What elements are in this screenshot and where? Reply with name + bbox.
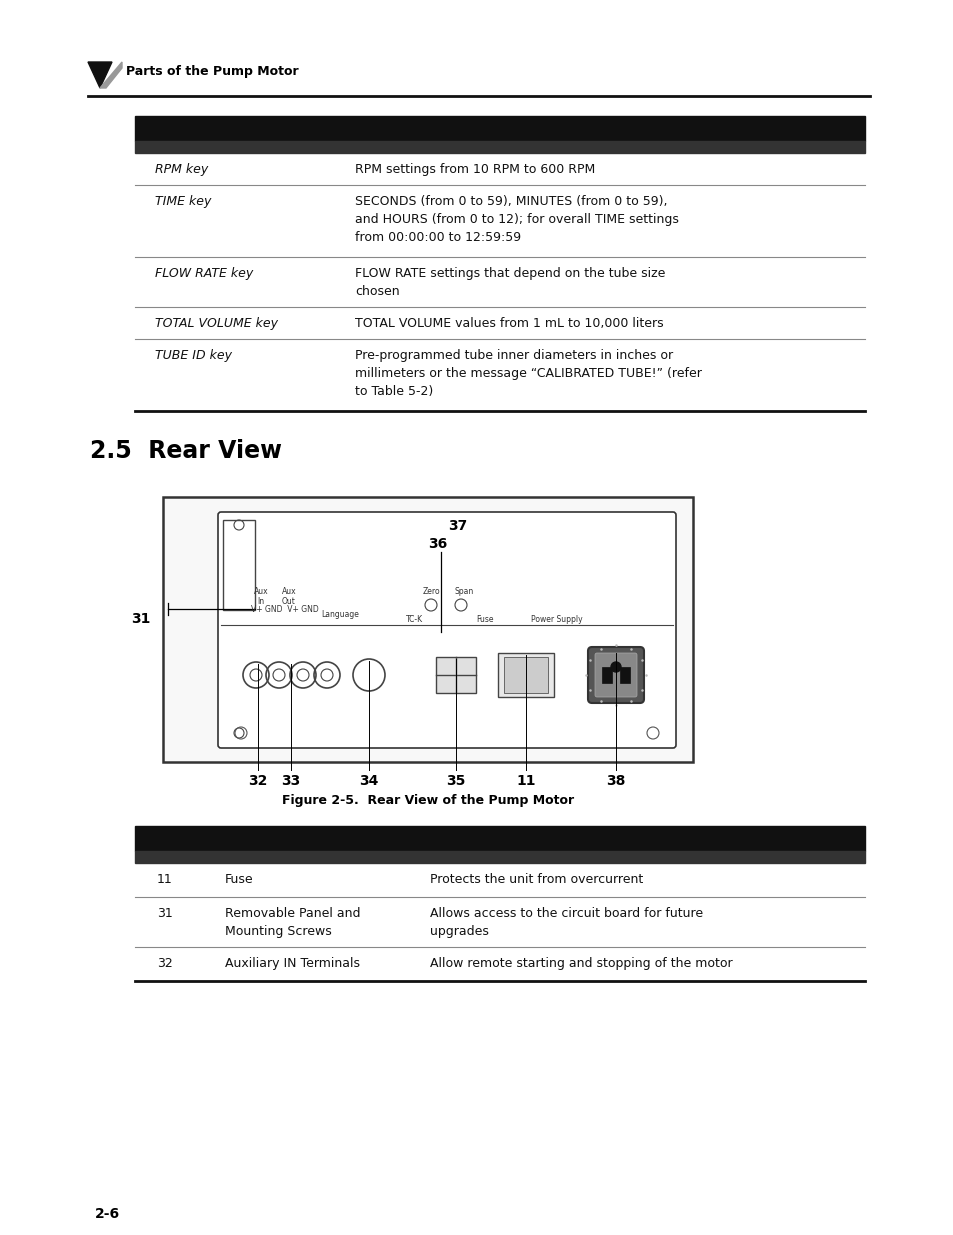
Text: Protects the unit from overcurrent: Protects the unit from overcurrent [430, 873, 642, 885]
Text: Removable Panel and
Mounting Screws: Removable Panel and Mounting Screws [225, 906, 360, 939]
Text: RPM key: RPM key [154, 163, 208, 177]
Text: 32: 32 [157, 957, 172, 969]
Circle shape [610, 662, 620, 672]
Text: TUBE ID key: TUBE ID key [154, 350, 232, 362]
Text: FLOW RATE key: FLOW RATE key [154, 267, 253, 280]
Text: Power Supply: Power Supply [531, 615, 582, 624]
Text: 31: 31 [131, 613, 151, 626]
Text: 11: 11 [516, 774, 536, 788]
Text: Fuse: Fuse [476, 615, 493, 624]
Text: 33: 33 [281, 774, 300, 788]
Text: V+ GND  V+ GND: V+ GND V+ GND [251, 605, 318, 614]
Bar [163, 496, 692, 762]
Text: FLOW RATE settings that depend on the tube size
chosen: FLOW RATE settings that depend on the tu… [355, 267, 664, 298]
Text: Aux
Out: Aux Out [281, 587, 296, 606]
Bar [135, 141, 864, 153]
Text: TIME key: TIME key [154, 195, 212, 207]
Text: Auxiliary IN Terminals: Auxiliary IN Terminals [225, 957, 359, 969]
Text: TC-K: TC-K [406, 615, 423, 624]
Text: 35: 35 [446, 774, 465, 788]
Bar [503, 657, 547, 693]
Text: Parts of the Pump Motor: Parts of the Pump Motor [126, 65, 298, 78]
Polygon shape [100, 62, 122, 88]
Text: 36: 36 [428, 537, 447, 551]
Text: TOTAL VOLUME values from 1 mL to 10,000 liters: TOTAL VOLUME values from 1 mL to 10,000 … [355, 317, 663, 330]
Bar [436, 657, 476, 693]
Text: Span: Span [455, 587, 474, 597]
Text: 34: 34 [359, 774, 378, 788]
Text: Aux
In: Aux In [253, 587, 268, 606]
Bar [223, 520, 254, 610]
Bar [601, 667, 612, 683]
FancyBboxPatch shape [595, 653, 637, 697]
Text: Zero: Zero [422, 587, 440, 597]
Bar [135, 826, 864, 851]
Text: 38: 38 [606, 774, 625, 788]
Polygon shape [88, 62, 112, 88]
Text: 32: 32 [248, 774, 268, 788]
Text: Language: Language [320, 610, 358, 619]
Text: 2-6: 2-6 [95, 1207, 120, 1221]
FancyBboxPatch shape [587, 647, 643, 703]
Text: Pre-programmed tube inner diameters in inches or
millimeters or the message “CAL: Pre-programmed tube inner diameters in i… [355, 350, 701, 398]
Text: SECONDS (from 0 to 59), MINUTES (from 0 to 59),
and HOURS (from 0 to 12); for ov: SECONDS (from 0 to 59), MINUTES (from 0 … [355, 195, 679, 245]
Text: Allows access to the circuit board for future
upgrades: Allows access to the circuit board for f… [430, 906, 702, 939]
Text: RPM settings from 10 RPM to 600 RPM: RPM settings from 10 RPM to 600 RPM [355, 163, 595, 177]
Text: Allow remote starting and stopping of the motor: Allow remote starting and stopping of th… [430, 957, 732, 969]
Bar [619, 667, 629, 683]
FancyBboxPatch shape [218, 513, 676, 748]
Text: 11: 11 [157, 873, 172, 885]
Text: 37: 37 [448, 519, 467, 534]
Text: 31: 31 [157, 906, 172, 920]
Bar [135, 851, 864, 863]
Text: 2.5  Rear View: 2.5 Rear View [90, 438, 282, 463]
Text: Fuse: Fuse [225, 873, 253, 885]
Text: TOTAL VOLUME key: TOTAL VOLUME key [154, 317, 277, 330]
Bar [135, 116, 864, 141]
Text: Figure 2-5.  Rear View of the Pump Motor: Figure 2-5. Rear View of the Pump Motor [282, 794, 574, 806]
Bar [497, 653, 554, 697]
